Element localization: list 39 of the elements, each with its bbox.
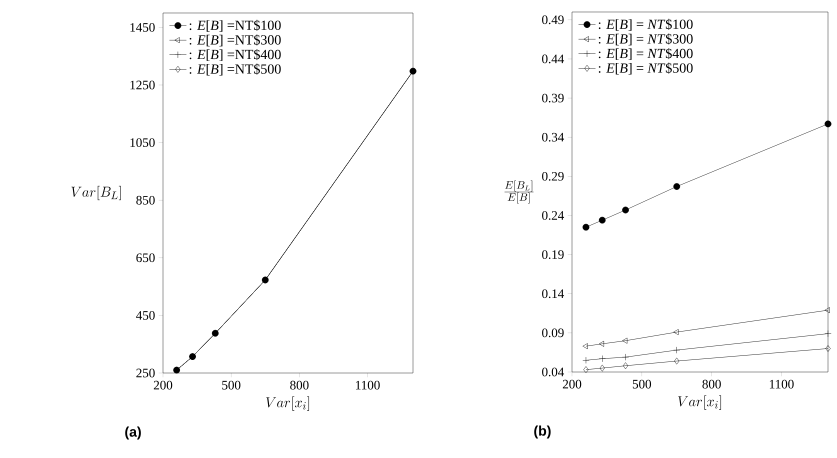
y-tick-label: 1050 bbox=[130, 138, 155, 147]
legend-label: : E[B] = NT$400 bbox=[598, 48, 693, 60]
legend-label: : E[B] =NT$100 bbox=[190, 20, 281, 32]
y-tick-label: 250 bbox=[136, 368, 155, 378]
y-tick-label: 0.44 bbox=[542, 54, 564, 64]
y-tick-label: 0.24 bbox=[542, 211, 564, 220]
x-tick-label: 500 bbox=[222, 380, 240, 390]
y-tick-label: 0.09 bbox=[542, 328, 564, 338]
x-tick-label: 800 bbox=[702, 380, 721, 389]
y-tick-label: 0.04 bbox=[542, 368, 564, 376]
y-tick-label: 0.34 bbox=[542, 132, 564, 142]
y-tick-label: 450 bbox=[136, 311, 155, 320]
legend-label: : E[B] = NT$100 bbox=[598, 18, 693, 31]
y-tick-label: 0.39 bbox=[542, 94, 564, 102]
y-tick-label: 1450 bbox=[130, 23, 155, 32]
text: (a) bbox=[125, 426, 141, 440]
y-tick-label: 850 bbox=[136, 196, 155, 205]
legend-label: : E[B] =NT$300 bbox=[190, 34, 281, 46]
y-tick-label: 1250 bbox=[130, 80, 155, 90]
x-tick-label: 1100 bbox=[356, 380, 380, 390]
legend-label: : E[B] =NT$500 bbox=[190, 64, 281, 76]
x-tick-label: 500 bbox=[632, 380, 652, 389]
y-tick-label: 0.14 bbox=[542, 289, 564, 298]
y-tick-label: 0.29 bbox=[542, 172, 564, 181]
legend-label: : E[B] = NT$500 bbox=[598, 62, 693, 74]
x-tick-label: 200 bbox=[562, 380, 582, 389]
y-tick-label: 0.49 bbox=[542, 15, 564, 24]
y-tick-label: 0.19 bbox=[542, 250, 564, 260]
legend-label: : E[B] = NT$300 bbox=[598, 33, 693, 46]
x-tick-label: 1100 bbox=[770, 380, 794, 389]
legend-label: : E[B] =NT$400 bbox=[190, 48, 281, 61]
x-tick-label: 200 bbox=[154, 380, 172, 390]
x-axis-title: $Var[x_i]$ bbox=[266, 396, 310, 411]
x-axis-title: $Var[x_i]$ bbox=[678, 395, 722, 410]
y-axis-title: $\frac{E[B_L]}{E[B]}$ bbox=[504, 180, 534, 204]
y-tick-label: 650 bbox=[136, 253, 155, 262]
y-axis-title: $Var[B_L]$ bbox=[71, 186, 121, 200]
x-tick-label: 800 bbox=[290, 380, 309, 390]
text: (b) bbox=[534, 426, 551, 439]
